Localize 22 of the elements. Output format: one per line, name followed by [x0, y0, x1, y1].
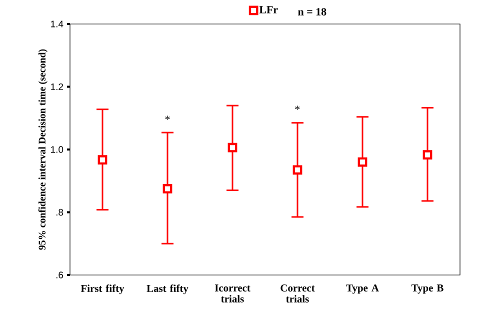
y-tick-label: .8: [56, 208, 64, 216]
point: [422, 150, 432, 160]
x-tick-label: Last fifty: [146, 284, 188, 294]
x-tick-label: Icorrect trials: [214, 284, 250, 302]
x-tick-label: Type A: [346, 284, 379, 294]
x-tick-label: Correct trials: [280, 284, 315, 303]
annotation: *: [295, 106, 300, 110]
point: [228, 142, 238, 152]
legend-label: LFr: [259, 6, 278, 14]
point: [358, 157, 368, 167]
x-tick-label: First fifty: [80, 284, 124, 294]
point: [292, 165, 302, 175]
point: [98, 155, 108, 165]
annotation: *: [165, 116, 170, 120]
text: n = 18: [298, 8, 326, 16]
y-tick-label: 1.0: [51, 146, 64, 153]
x-tick-label: Type B: [411, 284, 444, 294]
y-tick-label: .6: [56, 272, 64, 278]
y-tick-label: 1.2: [51, 83, 64, 90]
y-tick-label: 1.4: [51, 20, 64, 28]
point: [162, 184, 172, 194]
y-axis-title: 95% confidence interval Decision time (second): [38, 49, 48, 250]
